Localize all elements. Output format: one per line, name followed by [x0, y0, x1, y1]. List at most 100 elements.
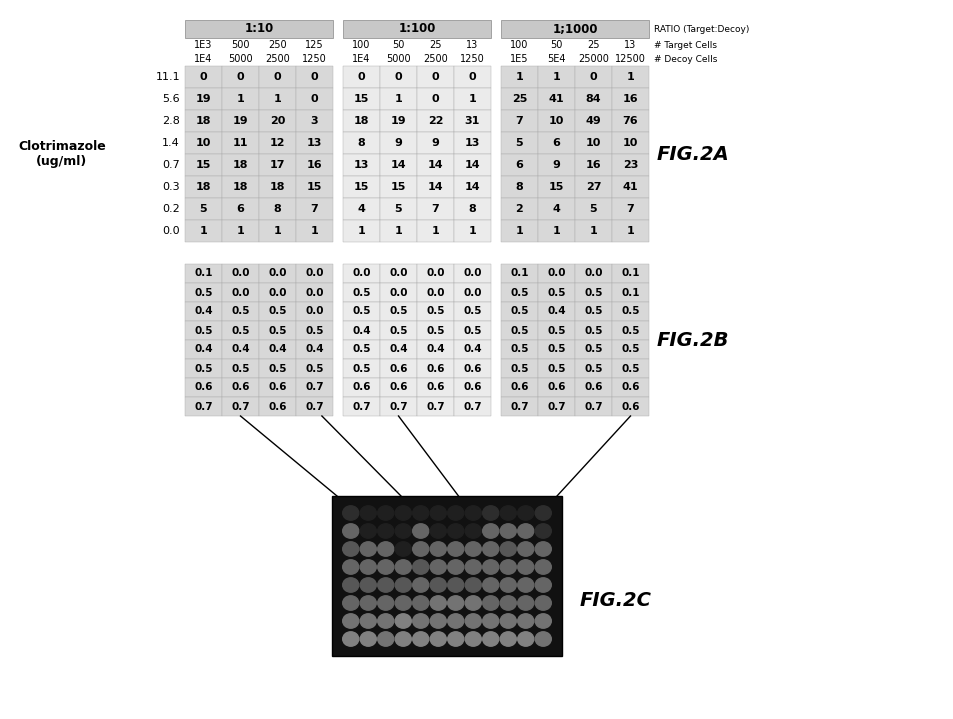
Ellipse shape [342, 560, 358, 574]
Text: 1:100: 1:100 [398, 22, 436, 35]
Text: 7: 7 [626, 204, 634, 214]
Bar [332, 496, 561, 656]
Text: 0.5: 0.5 [389, 306, 407, 316]
Text: 0.0: 0.0 [305, 268, 323, 278]
Text: 0.4: 0.4 [389, 344, 407, 354]
Bar [295, 359, 333, 378]
Bar [379, 198, 416, 220]
Bar [416, 132, 454, 154]
Text: 10: 10 [548, 116, 563, 126]
Text: 0.5: 0.5 [194, 326, 213, 336]
Bar [343, 132, 379, 154]
Text: 41: 41 [622, 182, 638, 192]
Text: 1: 1 [468, 226, 476, 236]
Text: 0.6: 0.6 [231, 383, 250, 393]
Text: 0.0: 0.0 [268, 268, 287, 278]
Text: 16: 16 [622, 94, 638, 104]
Ellipse shape [482, 578, 498, 592]
Ellipse shape [517, 505, 534, 521]
Ellipse shape [395, 614, 411, 628]
Bar [612, 132, 648, 154]
Ellipse shape [395, 578, 411, 592]
Bar [416, 283, 454, 302]
Text: 11.1: 11.1 [155, 72, 180, 82]
Bar [343, 88, 379, 110]
Text: 5: 5 [516, 138, 523, 148]
Bar [343, 264, 379, 283]
Text: 25: 25 [429, 40, 441, 50]
Bar [500, 20, 648, 38]
Bar [575, 88, 612, 110]
Text: 4: 4 [552, 204, 559, 214]
Text: 13: 13 [466, 40, 478, 50]
Bar [343, 378, 379, 397]
Text: 0.5: 0.5 [547, 288, 565, 298]
Bar [537, 110, 575, 132]
Ellipse shape [342, 596, 358, 610]
Text: 0.7: 0.7 [194, 401, 213, 411]
Bar [612, 154, 648, 176]
Ellipse shape [377, 632, 394, 646]
Ellipse shape [430, 542, 446, 557]
Text: 0.3: 0.3 [162, 182, 180, 192]
Ellipse shape [447, 524, 463, 539]
Text: 0.4: 0.4 [463, 344, 481, 354]
Bar [537, 378, 575, 397]
Text: 0.5: 0.5 [620, 326, 639, 336]
Bar [185, 66, 222, 88]
Text: 7: 7 [431, 204, 439, 214]
Text: 10: 10 [585, 138, 600, 148]
Text: 15: 15 [195, 160, 211, 170]
Text: 0.6: 0.6 [510, 383, 528, 393]
Bar [185, 176, 222, 198]
Text: 1E5: 1E5 [510, 54, 528, 64]
Text: 0.7: 0.7 [231, 401, 250, 411]
Bar [537, 176, 575, 198]
Bar [416, 321, 454, 340]
Bar [258, 66, 295, 88]
Bar [575, 110, 612, 132]
Text: 0.1: 0.1 [510, 268, 528, 278]
Bar [612, 264, 648, 283]
Bar [454, 397, 491, 416]
Text: 2500: 2500 [265, 54, 290, 64]
Text: 0.4: 0.4 [194, 344, 213, 354]
Ellipse shape [377, 505, 394, 521]
Ellipse shape [430, 596, 446, 610]
Text: 0.5: 0.5 [268, 364, 287, 373]
Ellipse shape [499, 632, 516, 646]
Bar [379, 176, 416, 198]
Bar [416, 176, 454, 198]
Bar [500, 321, 537, 340]
Ellipse shape [482, 614, 498, 628]
Text: 1E4: 1E4 [352, 54, 371, 64]
Ellipse shape [447, 542, 463, 557]
Text: 2: 2 [515, 204, 523, 214]
Bar [295, 302, 333, 321]
Text: 0.7: 0.7 [352, 401, 371, 411]
Text: 0: 0 [432, 72, 438, 82]
Text: 18: 18 [270, 182, 285, 192]
Ellipse shape [465, 542, 481, 557]
Text: 0.5: 0.5 [352, 364, 371, 373]
Text: 0.5: 0.5 [620, 344, 639, 354]
Bar [295, 88, 333, 110]
Text: 0: 0 [274, 72, 281, 82]
Ellipse shape [465, 560, 481, 574]
Text: 0.0: 0.0 [305, 288, 323, 298]
Text: 15: 15 [354, 182, 369, 192]
Bar [185, 378, 222, 397]
Bar [343, 283, 379, 302]
Text: 9: 9 [552, 160, 559, 170]
Text: 0.1: 0.1 [620, 268, 639, 278]
Text: 14: 14 [464, 160, 479, 170]
Bar [575, 176, 612, 198]
Bar [343, 176, 379, 198]
Text: 1: 1 [552, 226, 559, 236]
Ellipse shape [413, 542, 428, 557]
Text: 5: 5 [199, 204, 207, 214]
Bar [416, 198, 454, 220]
Text: 1: 1 [468, 94, 476, 104]
Text: 1: 1 [626, 226, 634, 236]
Text: 11: 11 [233, 138, 248, 148]
